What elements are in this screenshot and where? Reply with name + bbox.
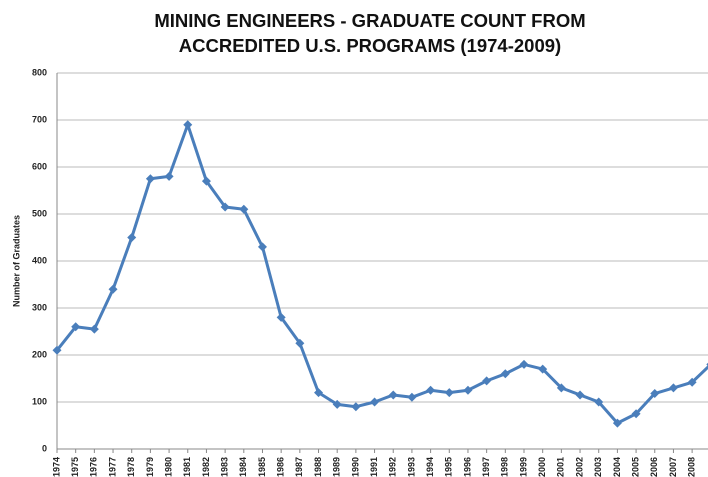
data-point (575, 390, 585, 400)
x-tick-label: 1993 (406, 457, 416, 477)
data-point (164, 171, 174, 181)
data-point (332, 399, 342, 409)
x-tick-label: 2006 (649, 457, 659, 477)
x-tick-label: 1995 (444, 457, 454, 477)
data-point (52, 345, 62, 355)
data-point (650, 389, 660, 399)
y-tick-label: 700 (32, 114, 47, 124)
data-point (482, 376, 492, 386)
data-point (538, 364, 548, 374)
x-tick-label: 1979 (145, 457, 155, 477)
y-tick-label: 0 (42, 443, 47, 453)
x-tick-label: 1990 (350, 457, 360, 477)
x-tick-label: 1997 (481, 457, 491, 477)
chart-title: MINING ENGINEERS - GRADUATE COUNT FROM A… (154, 10, 586, 56)
x-tick-label: 1998 (500, 457, 510, 477)
x-tick-label: 1994 (425, 457, 435, 477)
y-tick-label: 300 (32, 302, 47, 312)
data-point (500, 369, 510, 379)
data-point (127, 233, 137, 242)
data-point (314, 388, 324, 398)
data-point (295, 338, 305, 348)
data-point (108, 284, 118, 294)
data-point (426, 385, 436, 395)
y-tick-label: 100 (32, 396, 47, 406)
data-point (351, 402, 361, 412)
x-tick-label: 1977 (107, 457, 117, 477)
data-point (276, 312, 286, 322)
data-point (444, 388, 454, 398)
x-tick-label: 2001 (556, 457, 566, 477)
x-tick-label: 1986 (276, 457, 286, 477)
data-point (668, 383, 678, 393)
data-point (220, 202, 230, 212)
data-point (89, 324, 99, 334)
data-point (257, 242, 267, 252)
y-tick-label: 200 (32, 349, 47, 359)
x-tick-label: 2002 (574, 457, 584, 477)
data-point (145, 174, 155, 184)
data-point (556, 383, 566, 393)
data-point (239, 204, 249, 214)
y-axis-label: Number of Graduates (11, 215, 21, 307)
x-tick-label: 1988 (313, 457, 323, 477)
data-line (55, 123, 708, 425)
x-tick-label: 2003 (593, 457, 603, 477)
x-tick-label: 1981 (182, 457, 192, 477)
x-tick-label: 1976 (89, 457, 99, 477)
data-point (183, 120, 193, 130)
x-tick-label: 1984 (238, 457, 248, 477)
data-point (407, 392, 417, 402)
x-tick-label: 2000 (537, 457, 547, 477)
y-tick-label: 800 (32, 67, 47, 77)
x-tick-label: 1983 (219, 457, 229, 477)
x-tick-label: 1978 (126, 457, 136, 477)
y-tick-label: 500 (32, 208, 47, 218)
x-tick-label: 1996 (462, 457, 472, 477)
x-tick-label: 1992 (388, 457, 398, 477)
y-tick-label: 600 (32, 161, 47, 171)
data-point (687, 377, 697, 387)
x-tick-label: 2005 (630, 457, 640, 477)
data-point (370, 397, 380, 407)
data-point (388, 390, 398, 400)
x-tick-label: 1980 (163, 457, 173, 477)
data-point (594, 397, 604, 407)
x-tick-label: 1985 (257, 457, 267, 477)
data-point (631, 409, 641, 419)
x-tick-label: 1974 (51, 457, 61, 477)
x-tick-label: 1982 (201, 457, 211, 477)
x-tick-label: 2004 (612, 457, 622, 477)
data-point (463, 385, 473, 395)
x-tick-label: 1989 (332, 457, 342, 477)
x-tick-label: 1987 (294, 457, 304, 477)
y-tick-label: 400 (32, 255, 47, 265)
x-tick-label: 1991 (369, 457, 379, 477)
x-tick-label: 2008 (686, 457, 696, 477)
x-tick-label: 2007 (668, 457, 678, 477)
data-point (201, 176, 211, 186)
data-point (71, 322, 81, 332)
x-tick-label: 1999 (518, 457, 528, 477)
data-point (519, 359, 529, 369)
data-point (612, 418, 622, 428)
x-tick-label: 1975 (70, 457, 80, 477)
